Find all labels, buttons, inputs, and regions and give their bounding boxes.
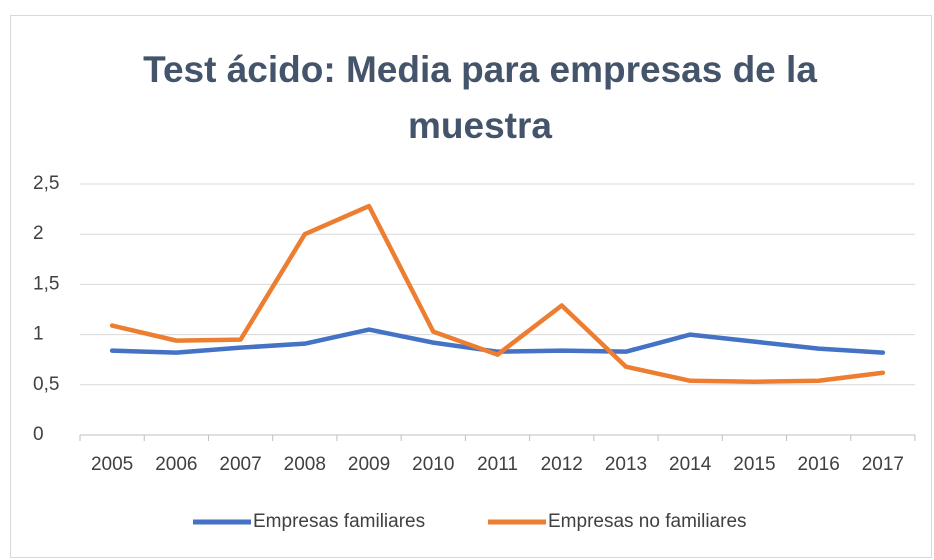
y-tick-label: 2,5	[33, 173, 59, 194]
x-tick-label: 2016	[798, 454, 840, 475]
legend-label: Empresas familiares	[253, 511, 425, 532]
x-tick-label: 2015	[733, 454, 775, 475]
x-tick-label: 2009	[348, 454, 390, 475]
y-tick-label: 0	[33, 424, 44, 445]
x-tick-label: 2014	[669, 454, 712, 475]
y-tick-label: 0,5	[33, 374, 59, 395]
x-tick-label: 2017	[862, 454, 904, 475]
y-tick-label: 1,5	[33, 273, 59, 294]
x-tick-label: 2007	[219, 454, 261, 475]
x-tick-label: 2010	[412, 454, 454, 475]
y-tick-label: 1	[33, 324, 44, 345]
x-tick-label: 2012	[541, 454, 583, 475]
series-line	[109, 203, 886, 385]
legend-label: Empresas no familiares	[548, 511, 747, 532]
x-tick-label: 2005	[91, 454, 133, 475]
x-tick-label: 2011	[477, 454, 518, 475]
x-tick-label: 2013	[605, 454, 647, 475]
x-tick-label: 2008	[284, 454, 326, 475]
series-line	[109, 327, 886, 355]
y-tick-label: 2	[33, 223, 44, 244]
x-tick-label: 2006	[155, 454, 197, 475]
chart-border	[10, 15, 932, 558]
chart-title: Test ácido: Media para empresas de la mu…	[143, 49, 817, 146]
